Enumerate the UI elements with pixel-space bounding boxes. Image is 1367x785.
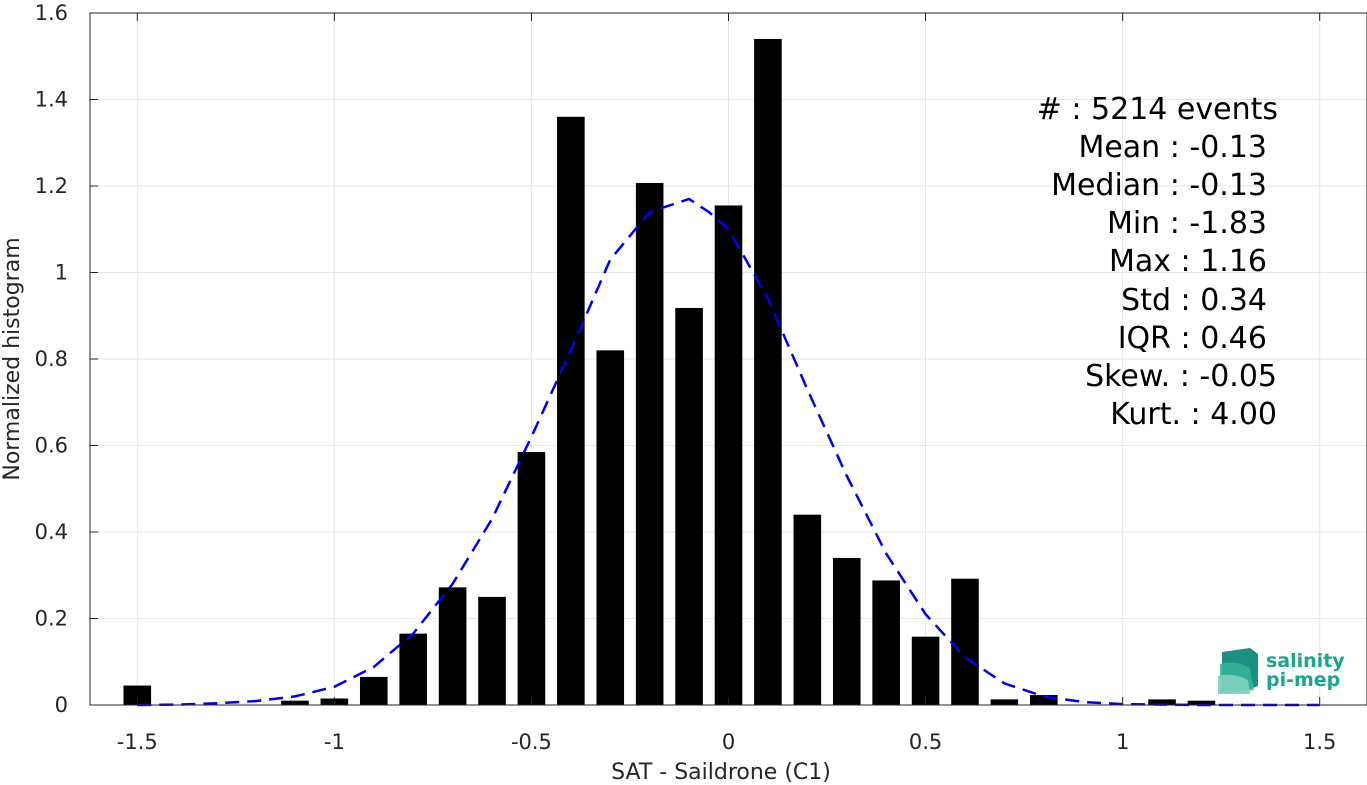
logo-text-pimep: pi-mep bbox=[1266, 669, 1340, 691]
stat-skew: Skew. : -0.05 bbox=[1085, 359, 1277, 394]
histogram-bar bbox=[281, 700, 309, 705]
histogram-bar bbox=[1148, 699, 1176, 705]
stat-mean: Mean : -0.13 bbox=[1078, 130, 1267, 165]
histogram-bar bbox=[635, 182, 664, 705]
y-tick-labels: 0 0.2 0.4 0.6 0.8 1 1.2 1.4 1.6 bbox=[35, 1, 68, 717]
x-tick-label: -1.5 bbox=[117, 730, 158, 754]
stats-box: # : 5214 events Mean : -0.13 Median : -0… bbox=[1037, 92, 1278, 432]
histogram-bar bbox=[123, 685, 152, 705]
x-tick-label: 0 bbox=[722, 730, 735, 754]
histogram-bar bbox=[951, 578, 979, 705]
stat-max: Max : 1.16 bbox=[1109, 244, 1267, 279]
gaussian-fit-curve bbox=[137, 197, 1320, 707]
y-tick-label: 0.6 bbox=[35, 434, 68, 458]
x-tick-label: -0.5 bbox=[511, 730, 552, 754]
histogram-bar bbox=[754, 38, 782, 705]
histogram-bar bbox=[832, 557, 861, 705]
histogram-bar bbox=[675, 307, 703, 705]
y-tick-label: 0.8 bbox=[35, 347, 68, 371]
histogram-bar bbox=[1030, 695, 1058, 705]
histogram-bar bbox=[557, 116, 585, 706]
y-tick-label: 0 bbox=[55, 693, 68, 717]
histogram-bar bbox=[990, 699, 1019, 705]
x-tick-label: 1 bbox=[1116, 730, 1129, 754]
stat-std: Std : 0.34 bbox=[1121, 283, 1267, 318]
wave-logo-icon bbox=[1218, 648, 1258, 694]
stat-events: # : 5214 events bbox=[1037, 92, 1278, 127]
bar-series bbox=[123, 38, 1216, 706]
logo-text-salinity: salinity bbox=[1266, 650, 1345, 672]
histogram-bar bbox=[399, 633, 427, 705]
histogram-bar bbox=[793, 514, 822, 705]
x-tick-label: -1 bbox=[324, 730, 345, 754]
x-tick-label: 1.5 bbox=[1303, 730, 1336, 754]
stat-kurt: Kurt. : 4.00 bbox=[1110, 397, 1277, 432]
histogram-bar bbox=[596, 350, 625, 705]
y-tick-label: 1.4 bbox=[35, 88, 68, 112]
histogram-bar bbox=[438, 587, 467, 705]
histogram-bar bbox=[872, 580, 900, 705]
y-tick-label: 1.6 bbox=[35, 1, 68, 25]
histogram-bar bbox=[911, 636, 940, 705]
salinity-pimep-logo: salinity pi-mep bbox=[1218, 648, 1345, 694]
stat-min: Min : -1.83 bbox=[1107, 206, 1267, 241]
x-tick-labels: -1.5 -1 -0.5 0 0.5 1 1.5 bbox=[117, 730, 1337, 754]
histogram-bar bbox=[714, 205, 743, 705]
histogram-bar bbox=[1187, 700, 1216, 705]
histogram-bar bbox=[359, 676, 388, 705]
histogram-bar bbox=[478, 596, 506, 705]
histogram-bar bbox=[517, 451, 546, 705]
y-tick-label: 0.2 bbox=[35, 607, 68, 631]
stat-median: Median : -0.13 bbox=[1051, 168, 1267, 203]
y-tick-label: 1 bbox=[55, 261, 68, 285]
x-axis-label: SAT - Saildrone (C1) bbox=[611, 760, 831, 785]
axis-ticks bbox=[90, 12, 1321, 706]
y-tick-label: 1.2 bbox=[35, 174, 68, 198]
x-tick-label: 0.5 bbox=[909, 730, 942, 754]
y-axis-label: Normalized histogram bbox=[0, 237, 25, 480]
stat-iqr: IQR : 0.46 bbox=[1118, 321, 1267, 356]
y-tick-label: 0.4 bbox=[35, 520, 68, 544]
